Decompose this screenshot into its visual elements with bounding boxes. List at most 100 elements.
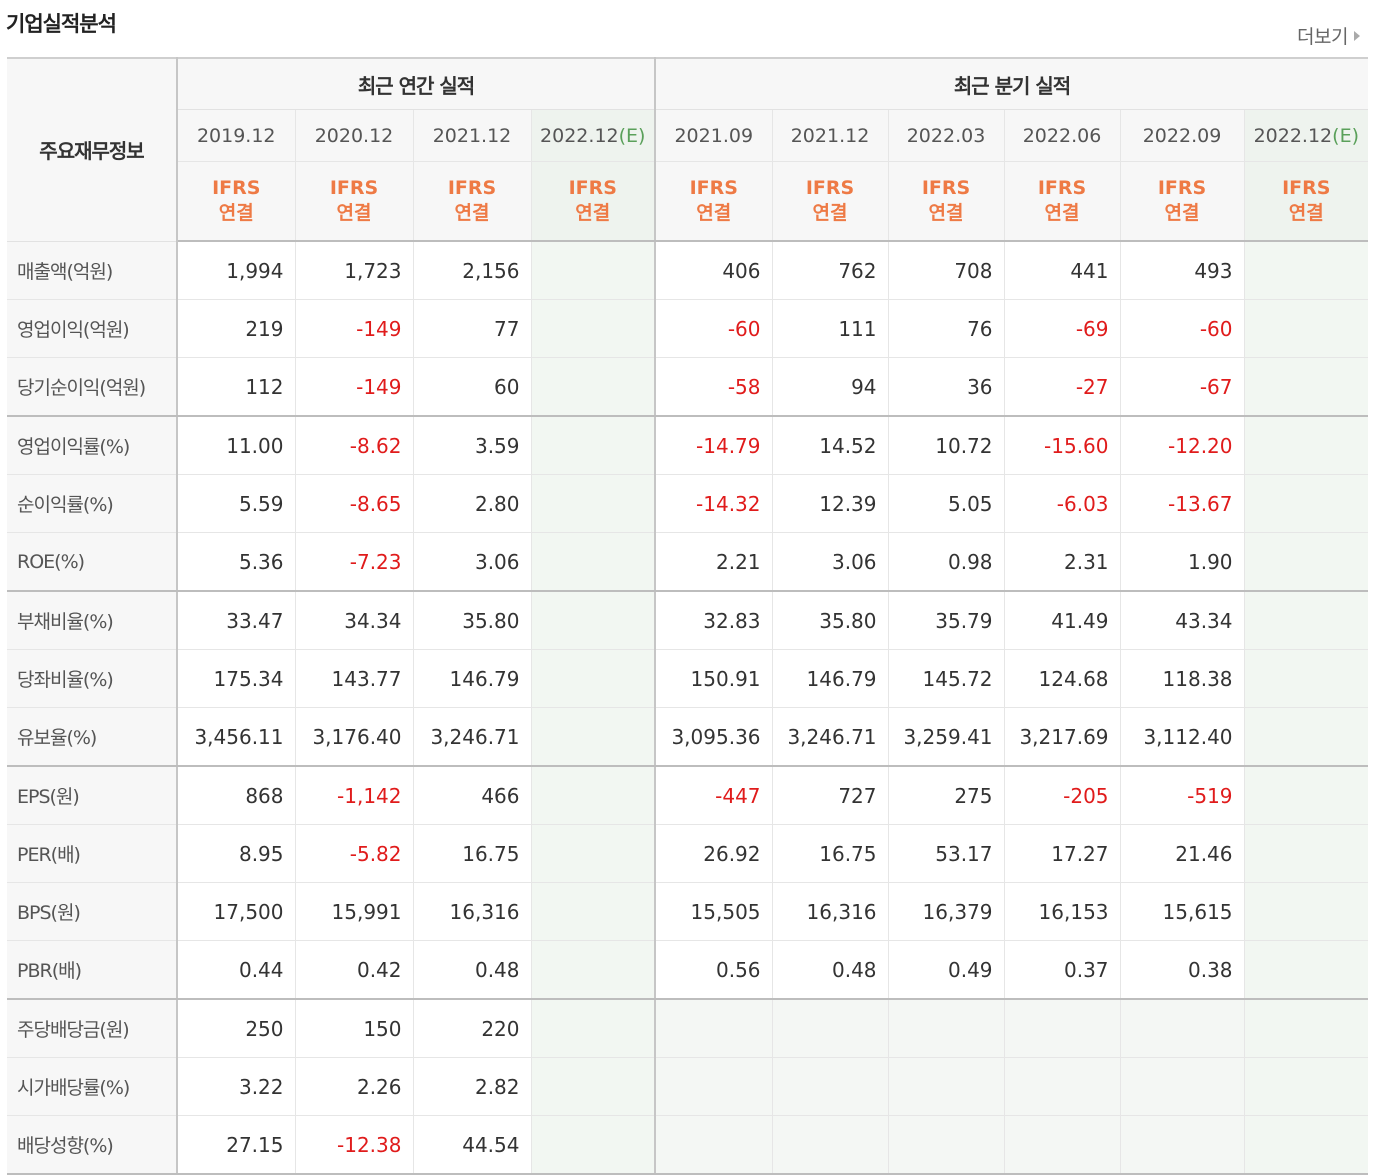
quarter-value-cell — [1004, 999, 1121, 1058]
annual-value-cell — [531, 940, 657, 1000]
quarter-value-cell: 10.72 — [888, 416, 1005, 475]
quarter-value-cell — [1244, 532, 1369, 592]
quarter-value-cell: 118.38 — [1120, 649, 1245, 708]
quarter-period-date: 2021.09 — [655, 109, 773, 162]
consolidation-type: 연결 — [575, 202, 611, 224]
quarter-value-cell: 5.05 — [888, 474, 1005, 533]
quarter-value-cell: -447 — [655, 766, 773, 825]
quarter-value-cell — [1004, 1057, 1121, 1116]
quarter-value-cell: 111 — [772, 299, 889, 358]
annual-value-cell: -1,142 — [295, 766, 414, 825]
quarter-value-cell — [772, 1057, 889, 1116]
quarter-value-cell — [1244, 882, 1369, 941]
quarter-value-cell: -60 — [1120, 299, 1245, 358]
annual-value-cell: 219 — [177, 299, 296, 358]
annual-value-cell: 466 — [413, 766, 532, 825]
quarter-group-header: 최근 분기 실적 — [655, 57, 1369, 110]
annual-value-cell — [531, 766, 657, 825]
annual-value-cell: 35.80 — [413, 591, 532, 650]
consolidation-type: 연결 — [812, 202, 848, 224]
annual-value-cell: 17,500 — [177, 882, 296, 941]
quarter-value-cell: 150.91 — [655, 649, 773, 708]
annual-value-cell: 5.59 — [177, 474, 296, 533]
annual-value-cell: 2.26 — [295, 1057, 414, 1116]
consolidation-type: 연결 — [1044, 202, 1080, 224]
table-row: 순이익률(%) 5.59 -8.65 2.80 -14.32 12.39 5.05 -6.03… — [7, 474, 1369, 533]
quarter-value-cell: 3.06 — [772, 532, 889, 592]
period-date-text: 2022.12 — [1253, 124, 1333, 147]
quarter-value-cell: 0.98 — [888, 532, 1005, 592]
quarter-period-date: 2022.09 — [1120, 109, 1245, 162]
row-label: PBR(배) — [7, 940, 178, 1000]
quarter-value-cell — [655, 1115, 773, 1175]
quarter-value-cell: 3,217.69 — [1004, 707, 1121, 767]
table-row: 유보율(%) 3,456.11 3,176.40 3,246.71 3,095.36 3,… — [7, 707, 1369, 767]
annual-value-cell: 250 — [177, 999, 296, 1058]
estimate-mark: (E) — [618, 124, 646, 147]
row-label: 순이익률(%) — [7, 474, 178, 533]
quarter-value-cell: 41.49 — [1004, 591, 1121, 650]
quarter-value-cell — [1120, 999, 1245, 1058]
quarter-value-cell: 26.92 — [655, 824, 773, 883]
quarter-value-cell — [1244, 766, 1369, 825]
consolidation-type: 연결 — [696, 202, 732, 224]
row-label: 부채비율(%) — [7, 591, 178, 650]
annual-value-cell: 11.00 — [177, 416, 296, 475]
annual-value-cell: 3,456.11 — [177, 707, 296, 767]
annual-value-cell: 27.15 — [177, 1115, 296, 1175]
quarter-accounting-basis: IFRS 연결 — [888, 161, 1005, 242]
quarter-value-cell — [1244, 940, 1369, 1000]
annual-value-cell: 3,246.71 — [413, 707, 532, 767]
period-date-text: 2020.12 — [314, 124, 394, 147]
annual-value-cell: 143.77 — [295, 649, 414, 708]
financial-table: 주요재무정보 최근 연간 실적 최근 분기 실적 2019.12 2020.12 2… — [7, 57, 1369, 1175]
table-row: 당좌비율(%) 175.34 143.77 146.79 150.91 146.79 145… — [7, 649, 1369, 708]
annual-value-cell — [531, 1115, 657, 1175]
quarter-value-cell: 3,112.40 — [1120, 707, 1245, 767]
annual-group-header: 최근 연간 실적 — [177, 57, 657, 110]
quarter-value-cell: 708 — [888, 241, 1005, 300]
quarter-value-cell: 16,379 — [888, 882, 1005, 941]
quarter-value-cell — [888, 1115, 1005, 1175]
quarter-value-cell: -15.60 — [1004, 416, 1121, 475]
annual-value-cell — [531, 1057, 657, 1116]
accounting-standard: IFRS — [1282, 177, 1331, 199]
row-label: BPS(원) — [7, 882, 178, 941]
quarter-value-cell — [1120, 1115, 1245, 1175]
annual-value-cell: -8.65 — [295, 474, 414, 533]
quarter-value-cell: -14.79 — [655, 416, 773, 475]
period-date-text: 2022.03 — [906, 124, 986, 147]
annual-value-cell: 3.59 — [413, 416, 532, 475]
accounting-standard: IFRS — [212, 177, 261, 199]
quarter-value-cell: 0.48 — [772, 940, 889, 1000]
annual-accounting-basis: IFRS 연결 — [295, 161, 414, 242]
quarter-value-cell: 14.52 — [772, 416, 889, 475]
quarter-accounting-basis: IFRS 연결 — [1120, 161, 1245, 242]
section-title: 기업실적분석 — [6, 12, 117, 36]
annual-value-cell: 3.22 — [177, 1057, 296, 1116]
annual-value-cell: 0.44 — [177, 940, 296, 1000]
period-date-text: 2022.09 — [1142, 124, 1222, 147]
annual-value-cell: 16.75 — [413, 824, 532, 883]
more-link[interactable]: 더보기 — [1297, 22, 1360, 49]
quarter-accounting-basis: IFRS 연결 — [655, 161, 773, 242]
quarter-value-cell: 16,153 — [1004, 882, 1121, 941]
quarter-value-cell: 0.49 — [888, 940, 1005, 1000]
quarter-value-cell — [1244, 999, 1369, 1058]
quarter-value-cell: 16.75 — [772, 824, 889, 883]
quarter-value-cell: 3,246.71 — [772, 707, 889, 767]
table-row: 시가배당률(%) 3.22 2.26 2.82 — [7, 1057, 1369, 1116]
annual-value-cell: 0.48 — [413, 940, 532, 1000]
row-label: EPS(원) — [7, 766, 178, 825]
annual-value-cell — [531, 299, 657, 358]
quarter-value-cell: -13.67 — [1120, 474, 1245, 533]
consolidation-type: 연결 — [1288, 202, 1324, 224]
row-label: 매출액(억원) — [7, 241, 178, 300]
annual-value-cell: -149 — [295, 299, 414, 358]
annual-value-cell: 150 — [295, 999, 414, 1058]
quarter-value-cell: 15,505 — [655, 882, 773, 941]
quarter-value-cell — [1244, 824, 1369, 883]
row-label: 당기순이익(억원) — [7, 357, 178, 417]
quarter-value-cell: 32.83 — [655, 591, 773, 650]
quarter-value-cell — [772, 1115, 889, 1175]
